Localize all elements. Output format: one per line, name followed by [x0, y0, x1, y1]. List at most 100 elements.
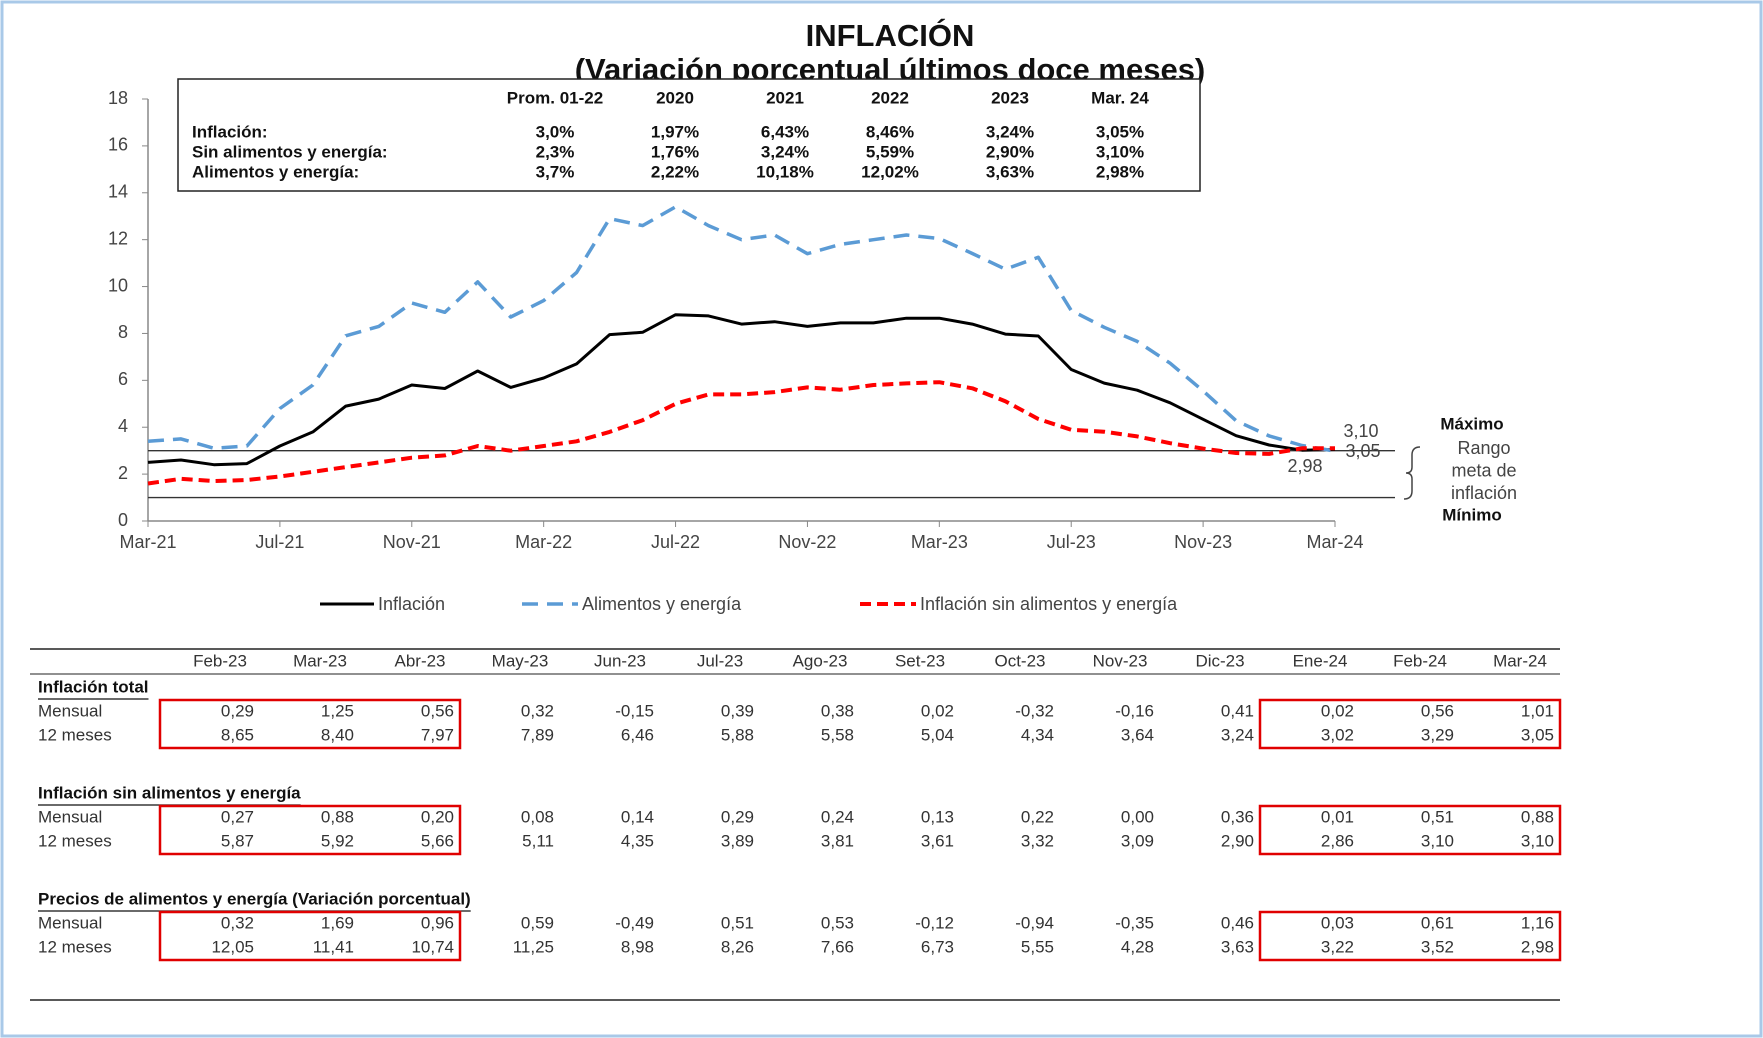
table-cell: 0,38 [821, 701, 854, 720]
value-label: 3,05 [1345, 441, 1380, 461]
table-cell: 6,46 [621, 725, 654, 744]
value-label: 2,98 [1287, 456, 1322, 476]
summary-header: Prom. 01-22 [507, 88, 603, 107]
summary-row-label: Alimentos y energía: [192, 162, 359, 181]
table-cell: 0,41 [1221, 701, 1254, 720]
table-header: Ago-23 [793, 651, 848, 670]
table-cell: -0,49 [615, 913, 654, 932]
table-cell: 0,32 [521, 701, 554, 720]
x-tick-label: Mar-21 [119, 532, 176, 552]
table-cell: 0,14 [621, 807, 654, 826]
table-cell: 0,56 [421, 701, 454, 720]
table-cell: 0,22 [1021, 807, 1054, 826]
row-label: 12 meses [38, 831, 112, 850]
highlight-box [158, 804, 462, 856]
table-cell: 2,90 [1221, 831, 1254, 850]
table-cell: -0,12 [915, 913, 954, 932]
table-cell: 0,00 [1121, 807, 1154, 826]
table-cell: 3,52 [1421, 937, 1454, 956]
summary-header: 2021 [766, 88, 804, 107]
table-header: Ene-24 [1293, 651, 1348, 670]
summary-cell: 3,7% [536, 162, 575, 181]
summary-cell: 3,10% [1096, 142, 1144, 161]
summary-box [177, 78, 1201, 192]
legend-label: Inflación sin alimentos y energía [920, 594, 1178, 614]
table-cell: 5,88 [721, 725, 754, 744]
table-cell: 8,98 [621, 937, 654, 956]
chart-title: INFLACIÓN [806, 17, 975, 53]
table-cell: 0,36 [1221, 807, 1254, 826]
table-cell: 0,29 [721, 807, 754, 826]
table-cell: 8,65 [221, 725, 254, 744]
table-cell: 5,66 [421, 831, 454, 850]
summary-cell: 2,98% [1096, 162, 1144, 181]
annotation: inflación [1451, 483, 1517, 503]
section-title: Inflación sin alimentos y energía [38, 783, 301, 802]
series-line [147, 205, 1336, 453]
highlight-box [158, 910, 462, 962]
table-cell: 0,13 [921, 807, 954, 826]
y-tick-label: 2 [118, 463, 128, 483]
table-cell: 4,35 [621, 831, 654, 850]
table-header: Feb-23 [193, 651, 247, 670]
table-cell: 0,03 [1321, 913, 1354, 932]
y-tick-label: 10 [108, 275, 128, 295]
summary-header: Mar. 24 [1091, 88, 1149, 107]
y-tick-label: 8 [118, 322, 128, 342]
x-tick-label: Mar-24 [1306, 532, 1363, 552]
table-cell: 4,28 [1121, 937, 1154, 956]
x-tick-label: Mar-23 [911, 532, 968, 552]
summary-cell: 8,46% [866, 122, 914, 141]
row-label: 12 meses [38, 725, 112, 744]
y-tick-label: 4 [118, 416, 128, 436]
y-tick-label: 0 [118, 510, 128, 530]
row-label: Mensual [38, 913, 102, 932]
table-cell: 0,27 [221, 807, 254, 826]
table-cell: 3,63 [1221, 937, 1254, 956]
table-cell: 4,34 [1021, 725, 1054, 744]
table-cell: 3,89 [721, 831, 754, 850]
table-cell: -0,35 [1115, 913, 1154, 932]
row-label: 12 meses [38, 937, 112, 956]
highlight-box [158, 698, 462, 750]
table-cell: 0,53 [821, 913, 854, 932]
y-tick-label: 14 [108, 182, 128, 202]
table-cell: -0,94 [1015, 913, 1054, 932]
table-cell: 11,41 [313, 937, 354, 956]
highlight-box [1258, 698, 1562, 750]
annotation: Máximo [1440, 414, 1503, 433]
table-cell: 1,69 [321, 913, 354, 932]
table-cell: 3,32 [1021, 831, 1054, 850]
summary-header: 2022 [871, 88, 909, 107]
summary-cell: 2,3% [536, 142, 575, 161]
table-cell: 10,74 [411, 937, 454, 956]
highlight-box [1258, 804, 1562, 856]
table-cell: 0,51 [721, 913, 754, 932]
table-header: Nov-23 [1093, 651, 1148, 670]
table-cell: 0,02 [921, 701, 954, 720]
table-cell: 7,66 [821, 937, 854, 956]
table-cell: 5,55 [1021, 937, 1054, 956]
table-cell: 5,04 [921, 725, 954, 744]
x-tick-label: Jul-22 [651, 532, 700, 552]
summary-cell: 5,59% [866, 142, 914, 161]
table-header: Mar-23 [293, 651, 347, 670]
table-cell: 3,29 [1421, 725, 1454, 744]
table-cell: 3,09 [1121, 831, 1154, 850]
y-tick-label: 18 [108, 88, 128, 108]
highlight-box [1258, 910, 1562, 962]
table-header: May-23 [492, 651, 549, 670]
table-cell: 3,81 [821, 831, 854, 850]
summary-cell: 12,02% [861, 162, 919, 181]
table-cell: 0,88 [321, 807, 354, 826]
annotation: Rango [1457, 438, 1510, 458]
table-cell: 0,29 [221, 701, 254, 720]
table-header: Mar-24 [1493, 651, 1547, 670]
table-cell: 0,20 [421, 807, 454, 826]
x-tick-label: Jul-23 [1047, 532, 1096, 552]
summary-cell: 10,18% [756, 162, 814, 181]
y-tick-label: 6 [118, 369, 128, 389]
table-header: Oct-23 [994, 651, 1045, 670]
table-cell: 5,11 [522, 831, 554, 850]
